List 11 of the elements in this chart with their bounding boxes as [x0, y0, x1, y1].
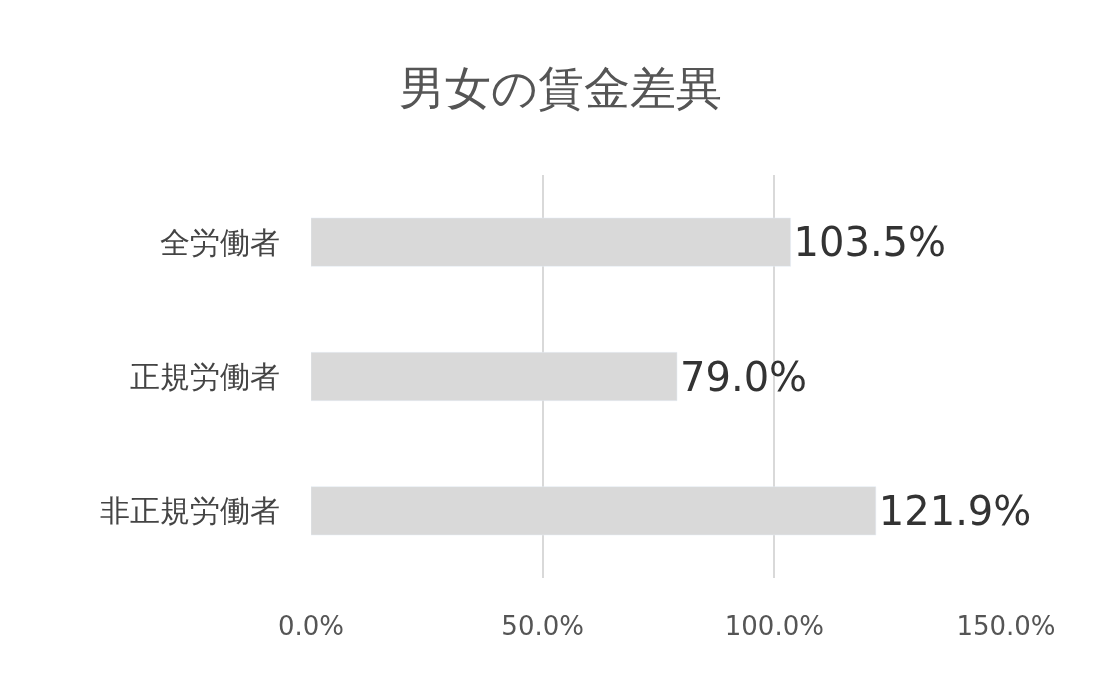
chart-title: 男女の賃金差異 — [398, 60, 722, 115]
y-tick-label: 正規労働者 — [130, 359, 280, 394]
x-tick-label: 50.0% — [501, 611, 584, 641]
data-label: 103.5% — [793, 219, 947, 266]
x-tick-label: 0.0% — [277, 611, 345, 641]
data-label: 79.0% — [680, 353, 808, 400]
y-tick-label: 非正規労働者 — [100, 493, 280, 529]
data-label: 121.9% — [878, 487, 1032, 534]
x-tick-label: 150.0% — [956, 611, 1056, 641]
y-tick-label: 全労働者 — [160, 224, 280, 260]
x-tick-label: 100.0% — [724, 611, 824, 641]
